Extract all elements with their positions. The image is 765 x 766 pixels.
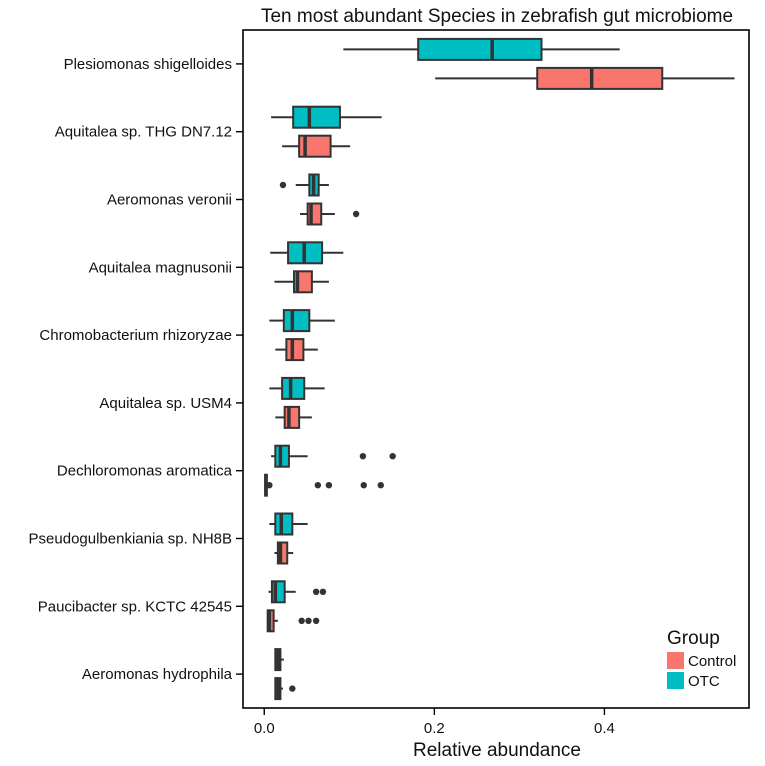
outlier-point (266, 482, 273, 489)
box-otc (274, 648, 284, 672)
box-otc (343, 37, 620, 61)
box-otc (271, 105, 382, 129)
box-iqr (282, 309, 311, 333)
plot-border (242, 29, 750, 709)
box-iqr (285, 338, 305, 362)
legend-title: Group (667, 628, 720, 649)
y-tick-label: Aquitalea magnusonii (89, 259, 232, 276)
box-control (275, 405, 312, 429)
box-control (274, 270, 329, 294)
legend-label-control: Control (688, 653, 736, 670)
box-iqr (536, 66, 664, 90)
y-tick-label: Aeromonas veronii (107, 192, 232, 209)
box-iqr (298, 134, 332, 158)
box-otc (279, 173, 329, 197)
legend: Group Control OTC (667, 628, 736, 690)
box-control (274, 541, 294, 565)
box-iqr (276, 541, 289, 565)
outlier-point (314, 482, 322, 489)
y-tick-label: Dechloromonas aromatica (57, 463, 233, 480)
box-iqr (417, 37, 543, 61)
y-tick-label: Plesiomonas shigelloides (64, 56, 232, 73)
outlier-point (319, 588, 327, 595)
outlier-point (312, 588, 320, 595)
box-iqr (274, 512, 294, 536)
y-tick-label: Aeromonas hydrophila (82, 666, 233, 683)
box-control (435, 66, 735, 90)
box-control (264, 473, 384, 497)
box-otc (270, 241, 344, 265)
axes: Plesiomonas shigelloides Aquitalea sp. TH… (29, 29, 750, 737)
y-tick-label: Pseudogulbenkiania sp. NH8B (29, 531, 232, 548)
legend-swatch-otc (667, 672, 684, 689)
legend-label-otc: OTC (688, 673, 720, 690)
outlier-point (352, 210, 360, 218)
box-control (274, 677, 296, 701)
outlier-point (360, 482, 367, 489)
box-otc (268, 580, 327, 604)
plot-area (264, 37, 735, 701)
box-control (299, 202, 360, 226)
y-tick-label: Chromobacterium rhizoryzae (39, 327, 232, 344)
chart-title: Ten most abundant Species in zebrafish g… (261, 6, 733, 27)
outlier-point (312, 617, 320, 624)
y-tick-label: Aquitalea sp. USM4 (99, 395, 232, 412)
box-iqr (283, 405, 301, 429)
outlier-point (279, 181, 287, 189)
outlier-point (389, 453, 396, 460)
box-control (275, 338, 318, 362)
outlier-point (325, 482, 333, 489)
y-tick-label: Paucibacter sp. KCTC 42545 (38, 598, 232, 615)
box-iqr (292, 105, 341, 129)
x-axis-title: Relative abundance (413, 740, 581, 761)
outlier-point (289, 685, 296, 692)
legend-swatch-control (667, 652, 684, 669)
outlier-point (377, 482, 384, 489)
x-tick-label: 0.0 (254, 720, 275, 737)
outlier-point (305, 617, 312, 624)
x-tick-label: 0.2 (424, 720, 445, 737)
box-otc (271, 444, 396, 468)
outlier-point (359, 453, 367, 460)
box-otc (269, 512, 308, 536)
box-otc (269, 309, 335, 333)
box-control (282, 134, 351, 158)
box-control (266, 609, 320, 633)
box-iqr (281, 376, 306, 400)
box-otc (269, 376, 325, 400)
outlier-point (298, 617, 305, 624)
y-tick-label: Aquitalea sp. THG DN7.12 (55, 124, 232, 141)
x-tick-label: 0.4 (594, 720, 615, 737)
